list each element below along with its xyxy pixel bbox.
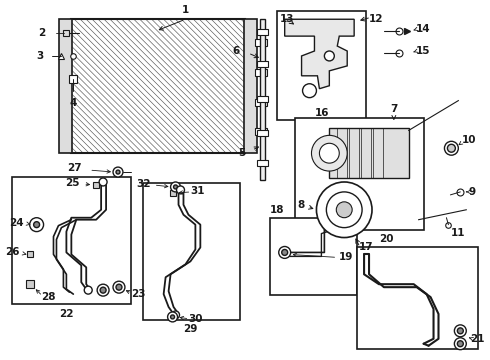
Bar [255,39,267,46]
Bar [349,129,359,178]
Circle shape [279,247,291,258]
Text: 21: 21 [470,334,485,344]
Text: 32: 32 [136,179,151,189]
Circle shape [173,185,177,189]
Circle shape [457,341,464,347]
Circle shape [84,286,92,294]
Circle shape [282,249,288,255]
Text: 19: 19 [339,252,354,262]
Bar [143,183,240,320]
Bar [277,11,366,121]
Bar [255,69,267,76]
Circle shape [302,84,317,98]
Circle shape [326,192,362,228]
Bar [373,129,383,178]
Circle shape [176,186,184,194]
Bar [257,61,268,67]
Text: 30: 30 [189,314,203,324]
Text: 11: 11 [450,228,465,238]
Circle shape [100,287,106,293]
Circle shape [317,182,372,238]
Circle shape [34,222,40,228]
Bar [357,247,478,349]
Bar [72,19,245,153]
Circle shape [113,167,123,177]
Circle shape [444,141,458,155]
Circle shape [172,311,179,319]
Text: 25: 25 [65,178,79,188]
Bar [72,19,245,153]
Text: 29: 29 [183,324,197,334]
Text: 14: 14 [416,24,430,34]
Circle shape [312,135,347,171]
Text: 13: 13 [280,14,294,24]
Circle shape [113,281,125,293]
Text: 2: 2 [38,28,46,38]
Text: 7: 7 [390,104,397,113]
Text: 22: 22 [59,309,74,319]
Circle shape [97,284,109,296]
Circle shape [171,182,180,192]
Text: 5: 5 [238,148,245,158]
Bar [257,96,268,102]
Text: 8: 8 [297,200,305,210]
Bar [255,129,267,135]
Text: 17: 17 [359,243,374,252]
Text: 15: 15 [416,46,430,56]
Bar [244,19,257,153]
Text: 4: 4 [70,98,77,108]
Bar [257,29,268,35]
Polygon shape [285,19,354,89]
Text: 18: 18 [270,205,284,215]
Circle shape [99,178,107,186]
Bar [294,118,424,230]
Text: 26: 26 [5,247,20,257]
Text: 27: 27 [67,163,81,173]
Bar [260,19,265,180]
Text: 10: 10 [462,135,477,145]
Bar [12,177,131,304]
Text: 16: 16 [315,108,330,118]
Text: 12: 12 [369,14,384,24]
Circle shape [319,143,339,163]
Text: 20: 20 [379,234,393,244]
Text: 28: 28 [42,292,56,302]
Text: 9: 9 [468,187,475,197]
Circle shape [457,328,464,334]
Bar [270,218,357,295]
Bar [59,19,73,153]
Circle shape [454,338,466,350]
Text: 31: 31 [191,186,205,196]
Circle shape [116,170,120,174]
Bar [361,129,371,178]
Circle shape [324,51,334,61]
Circle shape [116,284,122,290]
Bar [329,129,409,178]
Text: 6: 6 [233,46,240,56]
Bar [255,99,267,105]
Circle shape [30,218,44,231]
Circle shape [168,312,177,322]
Text: 24: 24 [9,218,24,228]
Text: 1: 1 [182,5,189,15]
Circle shape [336,202,352,218]
Circle shape [454,325,466,337]
Bar [72,19,245,153]
Bar [337,129,347,178]
Text: 3: 3 [36,51,44,61]
Circle shape [447,144,455,152]
Circle shape [171,315,174,319]
Bar [257,160,268,166]
Bar [257,130,268,136]
Text: 23: 23 [131,289,146,299]
